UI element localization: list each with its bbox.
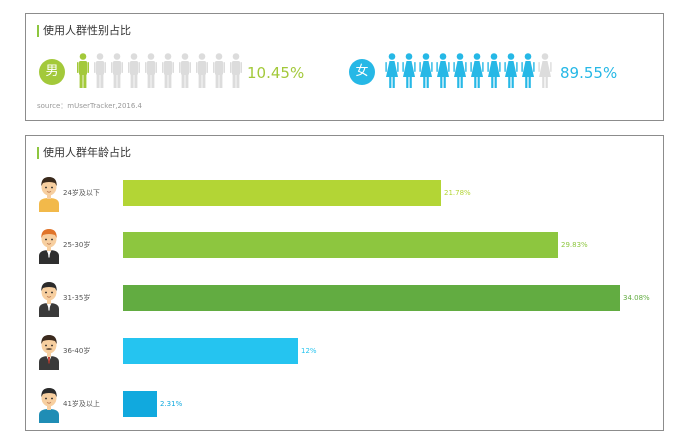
age-category-label: 31-35岁 <box>63 294 91 302</box>
age-category-label: 24岁及以下 <box>63 189 100 197</box>
gender-panel-title: 使用人群性别占比 <box>37 25 131 37</box>
ginger-businessman-avatar-icon <box>39 229 59 264</box>
female-badge: 女 <box>349 59 375 85</box>
male-person-icon <box>213 53 225 88</box>
male-person-icon <box>128 53 140 88</box>
age-bar-row: 41岁及以上 2.31% <box>26 385 665 425</box>
age-bar-value-label: 29.83% <box>561 241 588 249</box>
age-bar-row: 25-30岁 29.83% <box>26 226 665 266</box>
businessman-avatar-icon <box>39 282 59 317</box>
male-person-icon <box>145 53 157 88</box>
age-bar <box>123 180 441 206</box>
age-category-label: 36-40岁 <box>63 347 91 355</box>
male-person-icon <box>162 53 174 88</box>
age-bar <box>123 338 298 364</box>
female-person-icon <box>436 53 450 88</box>
age-bar-row: 31-35岁 34.08% <box>26 279 665 319</box>
female-person-icon <box>521 53 535 88</box>
male-person-icon <box>77 53 89 88</box>
age-bar-row: 24岁及以下 21.78% <box>26 174 665 214</box>
age-panel: 使用人群年龄占比 24岁及以下 21.78% 25-30岁 29.83% 31-35岁 3… <box>25 135 664 431</box>
female-percent: 89.55% <box>560 64 618 82</box>
female-person-icon <box>385 53 399 88</box>
female-person-icon <box>402 53 416 88</box>
male-figures <box>77 53 242 88</box>
source-note: source：mUserTracker,2016.4 <box>37 102 142 110</box>
older-man-avatar-icon <box>39 388 59 423</box>
age-bar-value-label: 12% <box>301 347 317 355</box>
male-person-icon <box>230 53 242 88</box>
age-category-label: 41岁及以上 <box>63 400 100 408</box>
age-category-label: 25-30岁 <box>63 241 91 249</box>
age-bar-row: 36-40岁 12% <box>26 332 665 372</box>
male-percent: 10.45% <box>247 64 305 82</box>
gender-panel: 使用人群性别占比 男 10.45% 女 89.55% source：mUserT… <box>25 13 664 121</box>
male-person-icon <box>94 53 106 88</box>
young-man-avatar-icon <box>39 177 59 212</box>
male-person-icon <box>196 53 208 88</box>
age-bar-value-label: 34.08% <box>623 294 650 302</box>
mustache-man-avatar-icon <box>39 335 59 370</box>
age-bar <box>123 391 157 417</box>
age-bar-value-label: 21.78% <box>444 189 471 197</box>
age-bar-value-label: 2.31% <box>160 400 183 408</box>
female-person-icon <box>538 53 552 88</box>
female-figures <box>385 53 552 88</box>
female-person-icon <box>419 53 433 88</box>
age-bar <box>123 285 620 311</box>
female-person-icon <box>487 53 501 88</box>
age-bar <box>123 232 558 258</box>
female-person-icon <box>470 53 484 88</box>
male-person-icon <box>111 53 123 88</box>
female-person-icon <box>453 53 467 88</box>
female-person-icon <box>504 53 518 88</box>
male-badge: 男 <box>39 59 65 85</box>
age-panel-title: 使用人群年龄占比 <box>37 147 131 159</box>
male-person-icon <box>179 53 191 88</box>
